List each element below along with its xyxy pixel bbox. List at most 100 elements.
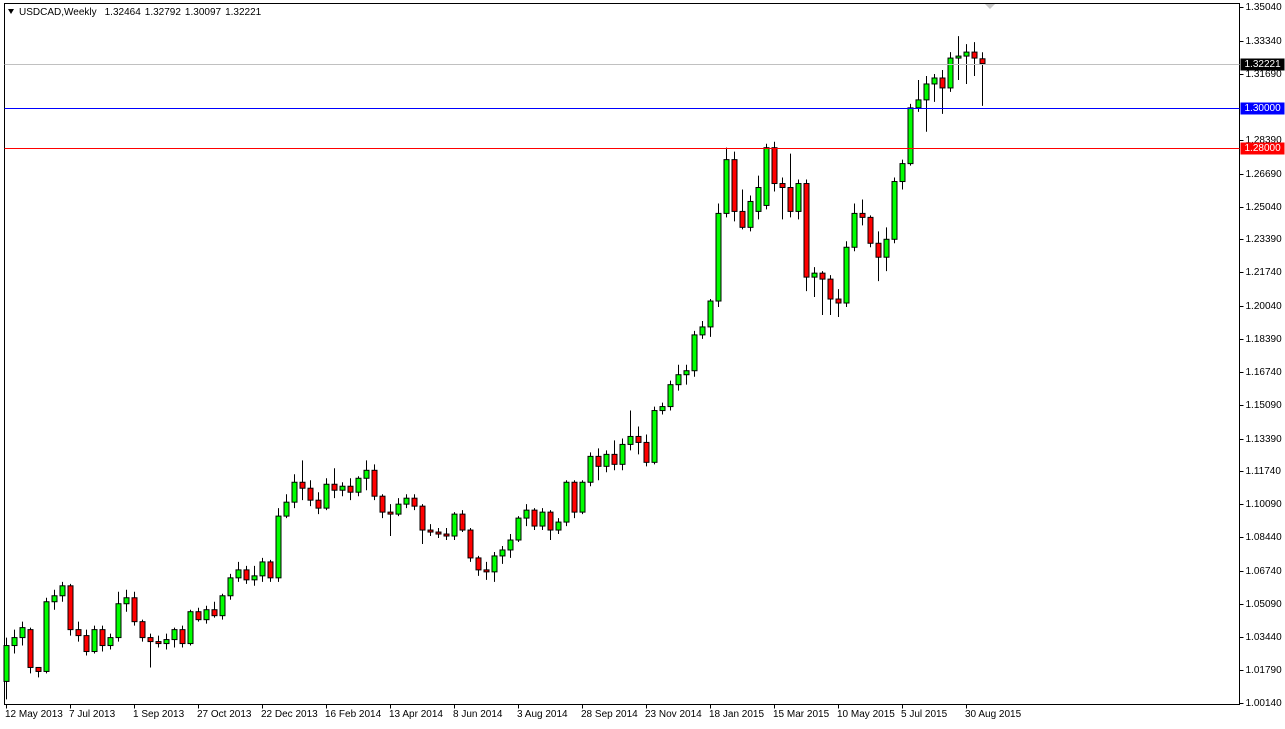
y-tick-label: 1.15090 bbox=[1246, 400, 1283, 411]
candle-body bbox=[867, 216, 874, 244]
candle-body bbox=[387, 511, 394, 515]
y-tick-label: 1.16740 bbox=[1246, 367, 1283, 378]
last-price-label: 1.32221 bbox=[1245, 59, 1282, 70]
candle-body bbox=[195, 611, 202, 621]
candle-body bbox=[123, 597, 130, 605]
candle-body bbox=[443, 533, 450, 537]
candle-body bbox=[251, 575, 258, 581]
candle-body bbox=[515, 517, 522, 541]
candle-body bbox=[483, 569, 490, 573]
last-price-box bbox=[1240, 58, 1285, 71]
candle-body bbox=[379, 495, 386, 513]
x-tick-label: 16 Feb 2014 bbox=[325, 709, 382, 720]
candle-body bbox=[795, 183, 802, 212]
candle-body bbox=[283, 501, 290, 517]
y-tick-label: 1.11740 bbox=[1246, 466, 1282, 477]
candle-body bbox=[171, 629, 178, 641]
candle-body bbox=[107, 637, 114, 647]
chart-header: USDCAD,Weekly 1.32464 1.32792 1.30097 1.3222… bbox=[19, 7, 262, 18]
candle-body bbox=[315, 499, 322, 509]
candle-body bbox=[635, 435, 642, 443]
candle-body bbox=[939, 77, 946, 89]
candle-body bbox=[59, 585, 66, 597]
y-tick-label: 1.26690 bbox=[1246, 169, 1283, 180]
x-tick-label: 18 Jan 2015 bbox=[709, 709, 764, 720]
x-tick-label: 22 Dec 2013 bbox=[261, 709, 318, 720]
candle-body bbox=[427, 529, 434, 533]
header-high: 1.32792 bbox=[145, 7, 182, 18]
candle-body bbox=[555, 521, 562, 531]
candle-body bbox=[771, 147, 778, 185]
candle-body bbox=[139, 621, 146, 639]
marks bbox=[3, 36, 986, 700]
x-tick-label: 15 Mar 2015 bbox=[773, 709, 830, 720]
candle-body bbox=[843, 246, 850, 304]
candle-body bbox=[51, 595, 58, 603]
candle-body bbox=[99, 629, 106, 647]
candle-body bbox=[603, 453, 610, 467]
candle-body bbox=[499, 549, 506, 557]
candle-body bbox=[531, 509, 538, 527]
y-tick-label: 1.33340 bbox=[1246, 36, 1283, 47]
candle-body bbox=[723, 159, 730, 214]
candle-body bbox=[43, 601, 50, 672]
candle-body bbox=[747, 200, 754, 228]
candle-body bbox=[787, 187, 794, 212]
x-tick-label: 8 Jun 2014 bbox=[453, 709, 503, 720]
candle-body bbox=[731, 159, 738, 212]
candle-body bbox=[491, 555, 498, 573]
candle-body bbox=[267, 561, 274, 579]
candle-body bbox=[563, 481, 570, 523]
candle-body bbox=[467, 529, 474, 559]
candle-body bbox=[675, 374, 682, 386]
candle-body bbox=[683, 370, 690, 376]
candle-body bbox=[899, 163, 906, 183]
candle-body bbox=[643, 441, 650, 463]
candle-body bbox=[459, 513, 466, 531]
shift-marker bbox=[985, 4, 995, 9]
candle-body bbox=[587, 455, 594, 483]
candle-body bbox=[779, 183, 786, 189]
x-tick-label: 12 May 2013 bbox=[5, 709, 63, 720]
candle-body bbox=[395, 503, 402, 515]
candle-body bbox=[883, 238, 890, 258]
candle-body bbox=[19, 627, 26, 639]
candle-body bbox=[411, 497, 418, 507]
candle-body bbox=[595, 455, 602, 467]
candle-body bbox=[147, 637, 154, 643]
candle-body bbox=[739, 210, 746, 228]
candle-body bbox=[611, 453, 618, 465]
candle-body bbox=[963, 51, 970, 57]
candle-body bbox=[11, 637, 18, 647]
x-tick-label: 13 Apr 2014 bbox=[389, 709, 443, 720]
candle-body bbox=[371, 469, 378, 497]
candle-body bbox=[819, 272, 826, 280]
candle-body bbox=[299, 481, 306, 489]
candle-body bbox=[355, 477, 362, 493]
y-tick-label: 1.18390 bbox=[1246, 334, 1283, 345]
level-label-box bbox=[1240, 142, 1285, 155]
candle-body bbox=[291, 481, 298, 503]
x-tick-label: 27 Oct 2013 bbox=[197, 709, 252, 720]
x-tick-label: 10 May 2015 bbox=[837, 709, 895, 720]
candle-body bbox=[947, 57, 954, 89]
x-tick-label: 7 Jul 2013 bbox=[69, 709, 116, 720]
candle-body bbox=[523, 509, 530, 519]
y-tick-label: 1.21740 bbox=[1246, 267, 1283, 278]
candle-body bbox=[547, 511, 554, 531]
candle-body bbox=[707, 300, 714, 328]
candle-body bbox=[923, 83, 930, 101]
candle-body bbox=[235, 569, 242, 579]
candle-body bbox=[971, 51, 978, 59]
candle-body bbox=[451, 513, 458, 537]
candle-body bbox=[891, 181, 898, 240]
x-tick-label: 5 Jul 2015 bbox=[901, 709, 948, 720]
candle-body bbox=[651, 410, 658, 463]
y-tick-label: 1.25040 bbox=[1246, 202, 1283, 213]
candle-body bbox=[955, 55, 962, 59]
x-tick-label: 28 Sep 2014 bbox=[581, 709, 638, 720]
y-tick-label: 1.31690 bbox=[1246, 69, 1283, 80]
candle-body bbox=[363, 469, 370, 479]
candle-body bbox=[219, 595, 226, 617]
candle-body bbox=[243, 569, 250, 581]
